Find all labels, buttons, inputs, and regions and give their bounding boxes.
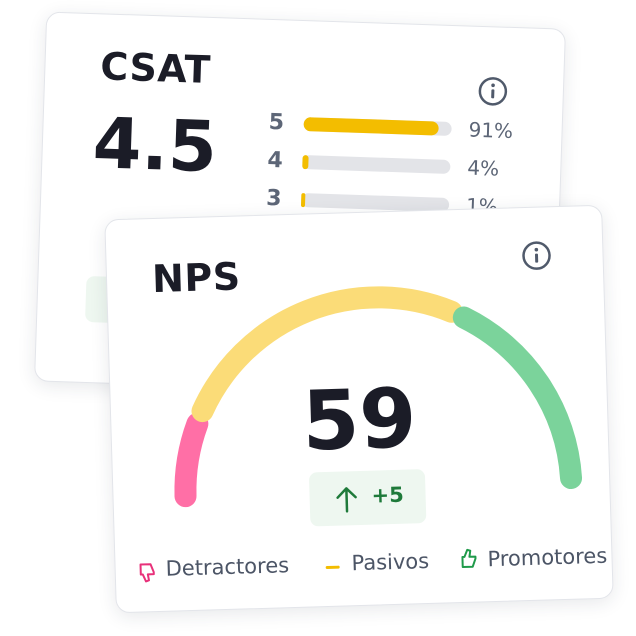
star-label: 5 (268, 109, 285, 136)
bar-track (302, 155, 451, 174)
change-pill: +5 (308, 469, 427, 527)
csat-score: 4.5 (91, 102, 219, 189)
star-label: 4 (267, 147, 284, 174)
bar (302, 155, 309, 170)
bar (300, 193, 306, 208)
gauge (174, 286, 583, 508)
info-icon[interactable] (520, 239, 553, 272)
legend-label: Detractores (165, 553, 290, 581)
legend-label: Pasivos (351, 548, 430, 576)
bar (303, 117, 439, 136)
gauge-detractors (174, 412, 209, 508)
change: +5 (371, 482, 405, 508)
thumbs-up-icon (461, 548, 477, 568)
dash-icon (325, 565, 340, 570)
nps-card: NPS 59 +5 Detractores Pasivos Promotores (104, 204, 614, 614)
legend-label: Promotores (487, 543, 608, 572)
bar-track (303, 117, 452, 136)
nps-score: 59 (300, 371, 418, 470)
info-icon[interactable] (476, 75, 509, 108)
star-label: 3 (265, 185, 282, 212)
gauge-promoters (452, 306, 583, 490)
percent-label: 91% (468, 117, 514, 144)
percent-label: 4% (466, 155, 500, 181)
thumbs-down-icon (139, 563, 155, 583)
csat-card: CSAT 4.5 5 91% 4 4% 3 1% (34, 11, 566, 399)
csat-title: CSAT (99, 44, 212, 92)
gauge-passives (191, 286, 463, 423)
arrow-up (336, 487, 357, 513)
